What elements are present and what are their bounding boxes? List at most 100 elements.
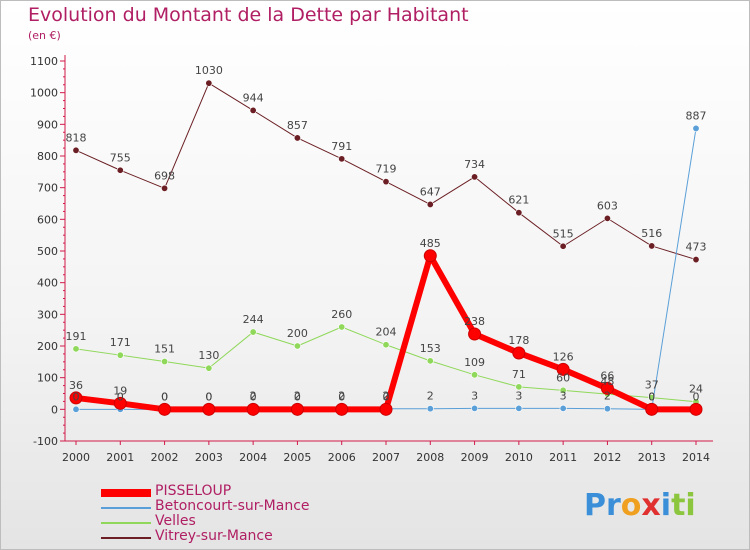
data-label-vitrey-sur-mance: 647 bbox=[420, 185, 441, 198]
y-tick-label: 1100 bbox=[30, 55, 58, 68]
data-label-vitrey-sur-mance: 818 bbox=[66, 131, 87, 144]
data-label-vitrey-sur-mance: 857 bbox=[287, 119, 308, 132]
data-label-betoncourt-sur-mance: 2 bbox=[427, 390, 434, 403]
data-label-betoncourt-sur-mance: 0 bbox=[117, 390, 124, 403]
data-label-pisseloup: 0 bbox=[161, 390, 168, 403]
data-point-velles bbox=[249, 328, 257, 336]
data-label-betoncourt-sur-mance: 0 bbox=[648, 390, 655, 403]
data-label-velles: 71 bbox=[512, 368, 526, 381]
data-label-betoncourt-sur-mance: 2 bbox=[294, 390, 301, 403]
y-tick-label: 100 bbox=[37, 372, 58, 385]
logo-letter: x bbox=[641, 488, 661, 523]
data-point-pisseloup bbox=[556, 362, 570, 376]
data-point-pisseloup bbox=[158, 402, 172, 416]
data-point-vitrey-sur-mance bbox=[72, 146, 80, 154]
data-point-betoncourt-sur-mance bbox=[426, 405, 434, 413]
x-tick-label: 2010 bbox=[505, 451, 533, 464]
legend-label: Betoncourt-sur-Mance bbox=[155, 498, 310, 514]
data-label-pisseloup: 66 bbox=[600, 369, 614, 382]
y-tick-label: 700 bbox=[37, 182, 58, 195]
data-label-betoncourt-sur-mance: 3 bbox=[515, 389, 522, 402]
data-label-vitrey-sur-mance: 603 bbox=[597, 199, 618, 212]
data-point-vitrey-sur-mance bbox=[249, 106, 257, 114]
y-tick-label: 600 bbox=[37, 213, 58, 226]
data-point-pisseloup bbox=[689, 402, 703, 416]
data-label-velles: 48 bbox=[600, 375, 614, 388]
proxiti-logo: Proxiti bbox=[584, 488, 696, 523]
legend-swatch bbox=[101, 507, 151, 509]
data-label-pisseloup: 238 bbox=[464, 315, 485, 328]
data-label-velles: 191 bbox=[66, 330, 87, 343]
logo-letter: P bbox=[584, 488, 606, 523]
data-point-betoncourt-sur-mance bbox=[72, 405, 80, 413]
data-label-velles: 171 bbox=[110, 336, 131, 349]
data-label-betoncourt-sur-mance: 2 bbox=[338, 390, 345, 403]
data-point-pisseloup bbox=[202, 402, 216, 416]
data-label-vitrey-sur-mance: 698 bbox=[154, 169, 175, 182]
legend-swatch bbox=[101, 537, 151, 539]
data-label-vitrey-sur-mance: 515 bbox=[553, 227, 574, 240]
legend-label: PISSELOUP bbox=[155, 483, 232, 499]
data-label-pisseloup: 0 bbox=[648, 390, 655, 403]
data-label-vitrey-sur-mance: 621 bbox=[508, 194, 529, 207]
data-point-pisseloup bbox=[379, 402, 393, 416]
y-tick-label: 800 bbox=[37, 150, 58, 163]
chart-title: Evolution du Montant de la Dette par Hab… bbox=[28, 4, 469, 26]
data-label-pisseloup: 0 bbox=[294, 390, 301, 403]
x-tick-label: 2009 bbox=[461, 451, 489, 464]
data-point-velles bbox=[293, 342, 301, 350]
data-label-velles: 244 bbox=[243, 313, 264, 326]
data-point-vitrey-sur-mance bbox=[603, 214, 611, 222]
data-label-betoncourt-sur-mance: 0 bbox=[73, 390, 80, 403]
data-point-velles bbox=[471, 371, 479, 379]
data-point-velles bbox=[72, 345, 80, 353]
y-tick-label: 200 bbox=[37, 340, 58, 353]
data-point-betoncourt-sur-mance bbox=[515, 404, 523, 412]
data-label-betoncourt-sur-mance: 2 bbox=[604, 390, 611, 403]
data-point-betoncourt-sur-mance bbox=[559, 404, 567, 412]
data-label-velles: 60 bbox=[556, 371, 570, 384]
y-tick-label: 0 bbox=[51, 403, 58, 416]
data-label-velles: 200 bbox=[287, 327, 308, 340]
data-label-pisseloup: 0 bbox=[205, 390, 212, 403]
data-label-betoncourt-sur-mance: 2 bbox=[250, 390, 257, 403]
data-label-betoncourt-sur-mance: 887 bbox=[686, 109, 707, 122]
data-point-betoncourt-sur-mance bbox=[471, 404, 479, 412]
data-point-vitrey-sur-mance bbox=[116, 166, 124, 174]
x-tick-label: 2014 bbox=[682, 451, 710, 464]
data-point-vitrey-sur-mance bbox=[692, 256, 700, 264]
data-label-vitrey-sur-mance: 1030 bbox=[195, 64, 223, 77]
data-point-vitrey-sur-mance bbox=[161, 184, 169, 192]
data-label-pisseloup: 485 bbox=[420, 237, 441, 250]
data-point-pisseloup bbox=[468, 327, 482, 341]
data-label-vitrey-sur-mance: 791 bbox=[331, 140, 352, 153]
y-tick-label: -100 bbox=[33, 435, 58, 448]
data-point-velles bbox=[205, 364, 213, 372]
data-point-vitrey-sur-mance bbox=[559, 242, 567, 250]
data-point-velles bbox=[161, 358, 169, 366]
x-tick-label: 2012 bbox=[593, 451, 621, 464]
logo-letter: o bbox=[620, 488, 642, 523]
data-point-velles bbox=[116, 351, 124, 359]
legend-swatch bbox=[101, 522, 151, 524]
data-label-betoncourt-sur-mance: 0 bbox=[161, 390, 168, 403]
data-point-vitrey-sur-mance bbox=[338, 155, 346, 163]
data-label-vitrey-sur-mance: 719 bbox=[376, 163, 397, 176]
data-label-betoncourt-sur-mance: 3 bbox=[471, 389, 478, 402]
data-point-vitrey-sur-mance bbox=[648, 242, 656, 250]
x-tick-label: 2003 bbox=[195, 451, 223, 464]
x-tick-label: 2006 bbox=[328, 451, 356, 464]
data-point-pisseloup bbox=[246, 402, 260, 416]
data-point-pisseloup bbox=[423, 249, 437, 263]
data-label-betoncourt-sur-mance: 3 bbox=[560, 389, 567, 402]
legend-label: Velles bbox=[155, 513, 196, 529]
logo-letter: i bbox=[685, 488, 696, 523]
data-point-vitrey-sur-mance bbox=[426, 200, 434, 208]
data-point-pisseloup bbox=[113, 396, 127, 410]
data-label-betoncourt-sur-mance: 2 bbox=[383, 390, 390, 403]
data-label-pisseloup: 0 bbox=[693, 390, 700, 403]
y-tick-label: 1000 bbox=[30, 87, 58, 100]
x-tick-label: 2005 bbox=[283, 451, 311, 464]
